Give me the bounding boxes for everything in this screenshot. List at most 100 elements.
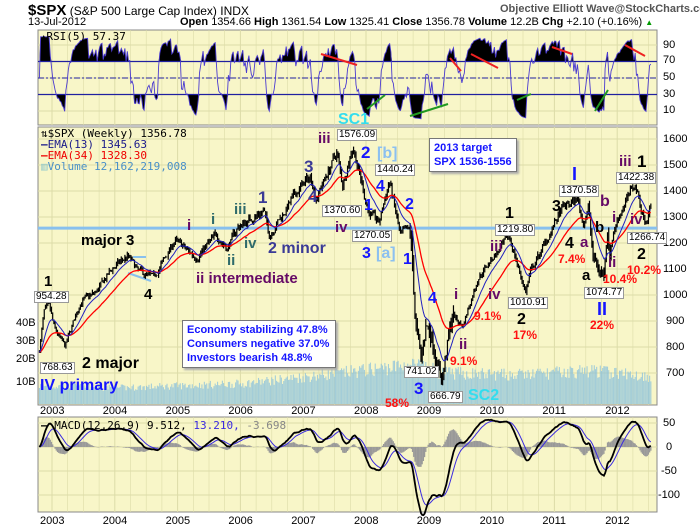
- wave-label: ii: [227, 252, 236, 269]
- macd-legend-hist: -3.698: [246, 419, 287, 432]
- price-label: 768.63: [40, 362, 75, 374]
- ema34-legend: —EMA(34) 1328.30: [41, 150, 147, 161]
- price-tick: 1000: [663, 289, 688, 301]
- year-label: 2006: [228, 515, 253, 527]
- price-tick: 1300: [663, 211, 688, 223]
- ema13-legend-text: EMA(13) 1345.63: [47, 138, 147, 151]
- macd-tick: 0: [666, 441, 673, 453]
- wave-label: 1: [364, 197, 373, 214]
- rsi-legend: ▲RSI(5) 57.37: [41, 31, 126, 43]
- year-label: 2011: [542, 515, 567, 527]
- wave-label: 4: [565, 235, 574, 252]
- high-value: 1361.54: [281, 16, 322, 28]
- price-tick: 1400: [663, 185, 688, 197]
- wave-label: i: [612, 209, 617, 226]
- wave-label: [a]: [376, 245, 396, 262]
- price-tick: 1200: [663, 237, 688, 249]
- wave-label: 4: [376, 178, 385, 195]
- wave-label: iv: [244, 235, 257, 252]
- macd-tick: 50: [663, 417, 676, 429]
- low-label: Low: [324, 16, 347, 28]
- volume-legend: ▥Volume 12,162,219,008: [41, 161, 187, 172]
- macd-legend: — MACD(12,26,9) 9.512, 13.210, -3.698: [41, 420, 286, 431]
- rsi-legend-text: RSI(5) 57.37: [46, 30, 126, 43]
- rsi-tick: 70: [663, 54, 676, 66]
- wave-label: 2 minor: [268, 240, 326, 257]
- wave-label: 3: [362, 245, 371, 262]
- wave-label: i: [454, 286, 459, 303]
- sentiment-line-3: Investors bearish 48.8%: [187, 352, 313, 364]
- price-label: 1440.24: [375, 164, 416, 176]
- ema13-legend: —EMA(13) 1345.63: [41, 139, 147, 150]
- close-value: 1356.78: [425, 16, 466, 28]
- close-label: Close: [392, 16, 423, 28]
- wave-label: 4: [144, 286, 153, 303]
- wave-label: 4: [308, 187, 318, 206]
- wave-label: 1: [505, 205, 514, 222]
- year-label: 2005: [165, 515, 191, 527]
- wave-label: ii intermediate: [196, 270, 298, 287]
- ema34-line-icon: —: [41, 149, 48, 162]
- year-label: 2004: [102, 515, 128, 527]
- macd-legend-signal: 13.210,: [193, 419, 240, 432]
- year-label: 2011: [542, 405, 567, 417]
- price-legend: ⇅$SPX (Weekly) 1356.78: [41, 128, 187, 139]
- date: 13-Jul-2012: [28, 16, 87, 28]
- wave-label: a: [580, 234, 589, 251]
- up-arrow-icon: ▲: [645, 18, 654, 27]
- rsi-tick: 50: [663, 71, 676, 83]
- low-value: 1325.41: [349, 16, 390, 28]
- price-tick: 800: [666, 341, 685, 353]
- volume-value: 12.2B: [510, 16, 539, 28]
- rsi-tick: 90: [663, 39, 676, 51]
- macd-tick: -100: [658, 489, 681, 501]
- open-label: Open: [180, 16, 209, 28]
- title: $SPX (S&P 500 Large Cap Index) INDX: [28, 3, 249, 18]
- volume-label: Volume: [468, 16, 508, 28]
- sentiment-box: Economy stabilizing 47.8% Consumers nega…: [182, 320, 336, 368]
- price-label: 1266.74: [627, 232, 668, 244]
- wave-label: 3: [414, 379, 424, 398]
- price-legend-text: $SPX (Weekly) 1356.78: [47, 127, 187, 140]
- target-line-2: SPX 1536-1556: [434, 156, 512, 168]
- wave-label: SC2: [468, 387, 500, 404]
- macd-legend-name: MACD(12,26,9): [54, 419, 141, 432]
- price-label: 741.02: [404, 366, 439, 378]
- wave-label: iv: [335, 219, 348, 236]
- year-label: 2012: [605, 515, 630, 527]
- wave-label: 1: [403, 251, 412, 268]
- price-tick: 1600: [663, 133, 688, 145]
- symbol: $SPX: [28, 2, 67, 19]
- wave-label: 4: [428, 290, 437, 307]
- percent-label: 10.2%: [627, 263, 662, 277]
- wave-label: 3: [304, 157, 314, 176]
- volume-tick: 40B: [16, 317, 36, 329]
- macd-line: [38, 418, 652, 517]
- rsi-divergence-line-bearish: [624, 44, 646, 57]
- sentiment-line-2: Consumers negative 37.0%: [187, 338, 330, 350]
- rsi-divergence-line-bullish: [594, 89, 609, 112]
- wave-label: iii: [318, 130, 331, 147]
- year-label: 2010: [479, 405, 505, 417]
- wave-label: iv: [630, 211, 643, 228]
- price-tick: 900: [666, 315, 685, 327]
- wave-label: II: [597, 299, 608, 319]
- volume-legend-text: Volume 12,162,219,008: [47, 160, 187, 173]
- wave-label: 1: [637, 152, 647, 171]
- rsi-divergence-line-bearish: [320, 53, 358, 66]
- wave-label: IV primary: [40, 377, 119, 394]
- wave-label: ii: [608, 254, 617, 271]
- rsi-divergence-line-bearish: [551, 46, 573, 55]
- panel-macd: [37, 416, 658, 513]
- wave-label: ii: [459, 336, 468, 353]
- year-label: 2006: [228, 405, 253, 417]
- price-label: 1010.91: [508, 297, 549, 309]
- rsi-tick: 30: [663, 88, 676, 100]
- ohlc-icon: ⇅: [41, 127, 48, 140]
- wave-label: I: [572, 164, 578, 184]
- price-label: 954.28: [34, 291, 69, 303]
- year-label: 2007: [291, 515, 316, 527]
- price-label: 1370.58: [559, 185, 600, 197]
